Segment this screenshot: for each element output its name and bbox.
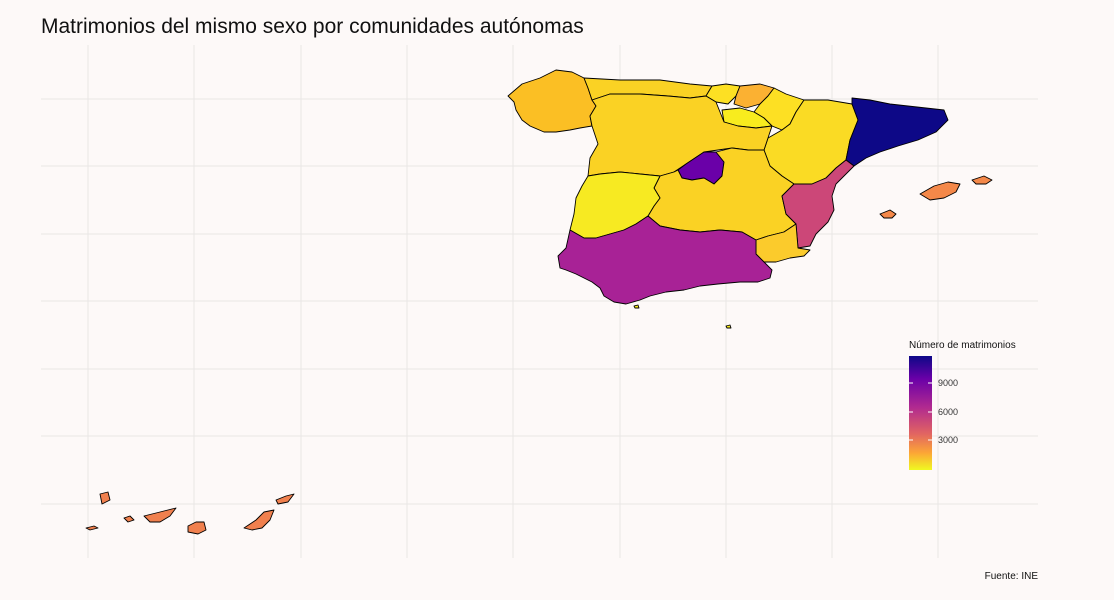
region-navarra[interactable]	[753, 87, 805, 131]
region-baleares-mallorca[interactable]	[919, 181, 961, 201]
region-canarias-fuerteventura[interactable]	[243, 509, 275, 531]
region-castilla-y-leon[interactable]	[587, 93, 773, 177]
region-canarias-la-gomera[interactable]	[123, 515, 135, 523]
legend-colorbar	[909, 356, 932, 470]
regions-layer	[85, 69, 993, 535]
region-canarias-gran-canaria[interactable]	[187, 521, 207, 535]
source-caption: Fuente: INE	[984, 571, 1038, 582]
legend-tick-label-6000: 6000	[938, 407, 959, 417]
region-canarias-la-palma[interactable]	[99, 491, 111, 505]
legend-tick-label-9000: 9000	[938, 378, 959, 388]
map-title: Matrimonios del mismo sexo por comunidad…	[41, 15, 584, 38]
region-baleares-ibiza[interactable]	[879, 209, 897, 219]
region-cataluna[interactable]	[845, 97, 949, 167]
region-melilla[interactable]	[725, 324, 732, 329]
region-ceuta[interactable]	[633, 304, 640, 309]
region-baleares-menorca[interactable]	[971, 175, 993, 185]
region-andalucia[interactable]	[557, 215, 773, 305]
region-galicia[interactable]	[507, 69, 597, 133]
region-canarias-tenerife[interactable]	[143, 507, 177, 523]
legend-gradient	[909, 356, 932, 470]
legend-tick-label-3000: 3000	[938, 435, 959, 445]
legend-title: Número de matrimonios	[909, 340, 1016, 351]
region-canarias-el-hierro[interactable]	[85, 525, 99, 531]
region-canarias-lanzarote[interactable]	[275, 493, 295, 505]
